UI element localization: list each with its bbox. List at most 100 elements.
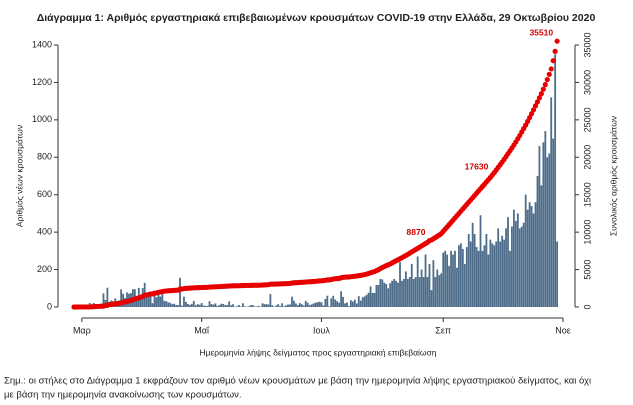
- bar: [200, 303, 203, 307]
- bar: [187, 304, 189, 307]
- bar: [365, 294, 368, 307]
- y-tick-label: 400: [37, 227, 52, 237]
- bar: [247, 306, 250, 307]
- bar: [251, 304, 254, 307]
- y-tick-label: 0: [47, 301, 52, 311]
- bar: [393, 278, 396, 307]
- bar: [192, 301, 195, 307]
- bar: [324, 298, 327, 307]
- bar: [463, 263, 466, 307]
- bar: [283, 306, 286, 307]
- bar: [454, 250, 456, 307]
- bar: [357, 296, 360, 307]
- bar: [389, 283, 392, 307]
- bar: [528, 202, 531, 307]
- bar: [456, 267, 458, 307]
- bar: [139, 295, 142, 307]
- bar: [291, 296, 293, 307]
- bar: [179, 277, 181, 307]
- bar: [263, 304, 266, 307]
- bar: [495, 241, 498, 307]
- bar: [544, 131, 547, 307]
- bar: [363, 296, 366, 307]
- bar: [332, 295, 335, 307]
- bar: [426, 277, 429, 307]
- bar: [147, 295, 150, 307]
- bar: [534, 202, 537, 307]
- bar: [448, 265, 450, 307]
- bar: [371, 292, 374, 307]
- bar: [444, 250, 447, 307]
- point: [552, 48, 558, 54]
- bar: [289, 304, 291, 307]
- y2-tick-label: 15000: [582, 182, 592, 207]
- point: [527, 115, 533, 121]
- point: [536, 95, 543, 101]
- bar: [379, 278, 382, 307]
- y-tick-label: 200: [37, 264, 52, 274]
- bar: [161, 293, 164, 307]
- bar: [461, 248, 464, 307]
- x-tick-label: Νοε: [555, 325, 571, 335]
- bar: [542, 142, 545, 307]
- bar: [499, 241, 502, 307]
- bar: [501, 235, 504, 307]
- bar: [202, 305, 205, 307]
- bar: [514, 220, 517, 307]
- bar: [210, 304, 213, 307]
- bar: [188, 304, 191, 307]
- bar: [538, 146, 541, 307]
- point: [534, 99, 541, 105]
- bar: [243, 306, 246, 307]
- y2-tick-label: 25000: [582, 107, 592, 132]
- bar: [344, 303, 346, 307]
- bar: [269, 294, 272, 307]
- point: [532, 103, 539, 109]
- bar: [157, 293, 160, 307]
- bar: [224, 305, 227, 307]
- bar: [300, 304, 303, 307]
- bar: [434, 277, 437, 307]
- bar: [524, 194, 527, 307]
- bar: [516, 213, 519, 307]
- bar: [493, 245, 496, 307]
- bar: [155, 297, 158, 307]
- y-tick-label: 1400: [32, 39, 52, 49]
- bar: [346, 302, 348, 307]
- bar: [306, 302, 309, 307]
- bar: [267, 304, 270, 307]
- bar: [222, 304, 225, 307]
- x-tick-label: Μαρ: [73, 325, 91, 335]
- bar: [469, 241, 472, 307]
- bar: [416, 256, 419, 307]
- bar: [556, 241, 559, 307]
- bar: [216, 305, 219, 307]
- bar: [340, 291, 342, 307]
- bar: [540, 185, 543, 307]
- bar: [391, 280, 394, 307]
- bar: [383, 282, 386, 307]
- bar: [491, 243, 494, 307]
- bar: [304, 300, 307, 307]
- bar: [314, 302, 317, 307]
- bar: [298, 303, 301, 307]
- bar: [322, 305, 325, 307]
- bar: [436, 269, 439, 307]
- bar: [489, 239, 492, 307]
- bar: [218, 305, 221, 307]
- bar: [236, 306, 238, 307]
- bar: [149, 295, 152, 307]
- y-tick-label: 1000: [32, 114, 52, 124]
- bar: [403, 278, 405, 307]
- x-tick-label: Μαΐ: [194, 325, 210, 335]
- bar: [554, 54, 557, 307]
- bar: [420, 269, 423, 307]
- bar: [422, 277, 425, 307]
- bar: [295, 303, 297, 307]
- bar: [185, 301, 187, 307]
- bar: [106, 287, 109, 307]
- bar: [328, 306, 331, 307]
- point: [550, 58, 556, 64]
- bar: [385, 283, 388, 307]
- bar: [509, 250, 511, 307]
